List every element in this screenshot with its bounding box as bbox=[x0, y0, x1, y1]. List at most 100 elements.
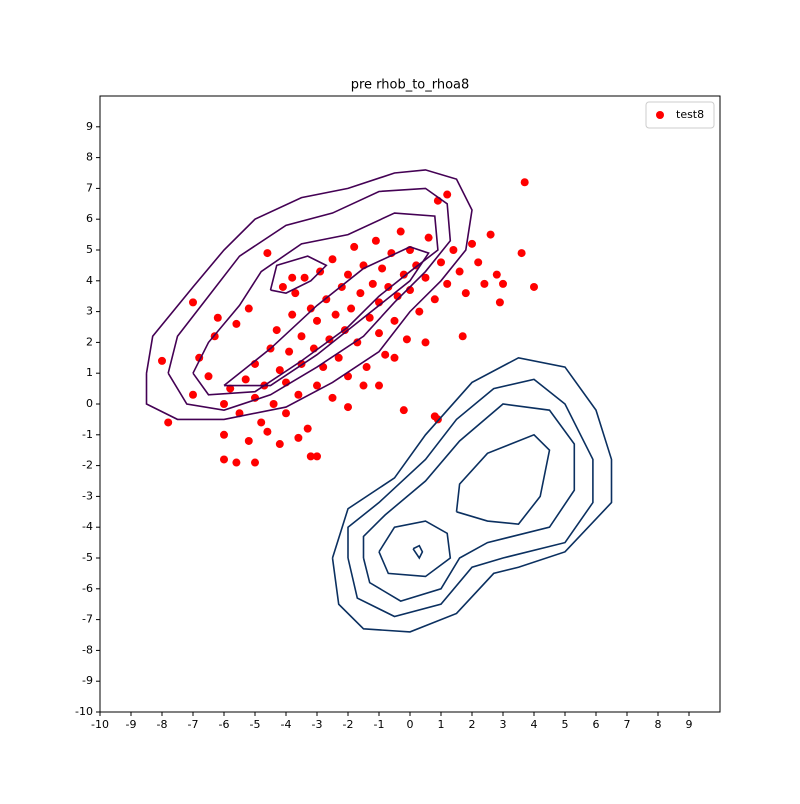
scatter-point bbox=[189, 298, 197, 307]
scatter-point bbox=[306, 452, 315, 461]
scatter-point bbox=[356, 289, 365, 298]
scatter-point bbox=[189, 390, 197, 399]
legend-box bbox=[645, 101, 715, 129]
contour-line bbox=[347, 378, 594, 618]
scatter-point bbox=[257, 418, 266, 427]
scatter-point bbox=[331, 310, 340, 319]
x-tick-label: 4 bbox=[531, 718, 538, 731]
x-tick-label: 6 bbox=[593, 718, 600, 731]
chart-title: pre rhob_to_rhoa8 bbox=[351, 78, 470, 93]
scatter-point bbox=[353, 338, 362, 347]
y-tick-label: -8 bbox=[82, 643, 93, 656]
scatter-point bbox=[204, 372, 213, 381]
scatter-point bbox=[272, 326, 281, 335]
scatter-point bbox=[303, 424, 312, 433]
y-tick-label: 6 bbox=[86, 212, 93, 225]
scatter-point bbox=[285, 347, 294, 356]
y-tick-label: -6 bbox=[82, 582, 93, 595]
x-tick-label: -3 bbox=[312, 718, 323, 731]
scatter-point bbox=[350, 242, 359, 251]
scatter-point bbox=[443, 279, 452, 288]
scatter-point bbox=[455, 267, 464, 276]
scatter-point bbox=[291, 289, 300, 298]
x-tick-label: -5 bbox=[250, 718, 261, 731]
scatter-point bbox=[244, 436, 253, 445]
x-tick-label: -2 bbox=[343, 718, 354, 731]
scatter-point bbox=[164, 418, 173, 427]
scatter-point bbox=[313, 452, 321, 461]
x-tick-label: -9 bbox=[126, 718, 137, 731]
scatter-point bbox=[381, 350, 390, 359]
contour-line bbox=[145, 169, 473, 421]
scatter-point bbox=[244, 304, 253, 313]
scatter-point bbox=[359, 381, 368, 390]
y-tick-label: 2 bbox=[86, 335, 93, 348]
scatter-point bbox=[158, 356, 166, 365]
scatter-point bbox=[313, 381, 321, 390]
scatter-point bbox=[449, 246, 458, 254]
scatter-point bbox=[424, 233, 433, 242]
scatter-point bbox=[365, 313, 374, 322]
scatter-point bbox=[474, 258, 483, 267]
scatter-point bbox=[288, 273, 297, 282]
scatter-point bbox=[263, 249, 272, 258]
contour-line bbox=[378, 520, 452, 578]
y-tick-label: -5 bbox=[82, 551, 93, 564]
scatter-point bbox=[269, 400, 278, 408]
y-tick-label: 5 bbox=[86, 243, 93, 256]
scatter-point bbox=[282, 409, 290, 418]
scatter-point bbox=[458, 332, 467, 341]
scatter-point bbox=[520, 178, 529, 187]
x-tick-label: 8 bbox=[655, 718, 662, 731]
y-tick-label: 4 bbox=[86, 274, 93, 287]
scatter-point bbox=[396, 227, 405, 236]
scatter-point bbox=[232, 319, 241, 328]
scatter-point bbox=[421, 273, 430, 282]
y-tick-label: 9 bbox=[86, 120, 93, 133]
scatter-point bbox=[334, 353, 343, 362]
x-tick-label: -7 bbox=[188, 718, 199, 731]
scatter-point bbox=[226, 384, 235, 393]
legend-label: test8 bbox=[676, 108, 704, 121]
contour-line bbox=[269, 255, 328, 294]
legend-marker bbox=[656, 111, 664, 119]
y-tick-label: -2 bbox=[82, 459, 93, 472]
x-tick-label: 0 bbox=[407, 718, 414, 731]
x-tick-label: 5 bbox=[562, 718, 569, 731]
scatter-point bbox=[430, 295, 439, 304]
y-tick-label: 1 bbox=[86, 366, 93, 379]
scatter-point bbox=[344, 403, 352, 412]
scatter-point bbox=[251, 458, 259, 467]
scatter-point bbox=[344, 270, 352, 279]
x-tick-label: -1 bbox=[374, 718, 385, 731]
y-tick-label: 7 bbox=[86, 181, 93, 194]
scatter-point bbox=[297, 332, 306, 341]
contour-line bbox=[167, 187, 452, 411]
scatter-point bbox=[375, 329, 383, 338]
scatter-point bbox=[390, 353, 399, 362]
x-tick-label: 2 bbox=[469, 718, 476, 731]
scatter-point bbox=[232, 458, 241, 467]
scatter-point bbox=[492, 270, 501, 279]
y-tick-label: -1 bbox=[82, 428, 93, 441]
scatter-point bbox=[220, 430, 228, 439]
scatter-point bbox=[468, 239, 476, 248]
plot-area bbox=[99, 95, 721, 713]
contour-line bbox=[192, 212, 439, 396]
y-tick-label: -7 bbox=[82, 613, 93, 626]
scatter-point bbox=[499, 279, 507, 288]
scatter-point bbox=[220, 400, 228, 408]
scatter-point bbox=[368, 279, 377, 288]
y-tick-label: -3 bbox=[82, 489, 93, 502]
x-tick-label: -10 bbox=[91, 718, 109, 731]
scatter-point bbox=[213, 313, 222, 322]
scatter-point bbox=[328, 393, 337, 402]
scatter-point bbox=[495, 298, 504, 307]
y-tick-label: -4 bbox=[82, 520, 93, 533]
scatter-point bbox=[220, 455, 228, 464]
scatter-point bbox=[378, 264, 387, 273]
scatter-point bbox=[371, 236, 380, 245]
scatter-point bbox=[313, 316, 321, 325]
